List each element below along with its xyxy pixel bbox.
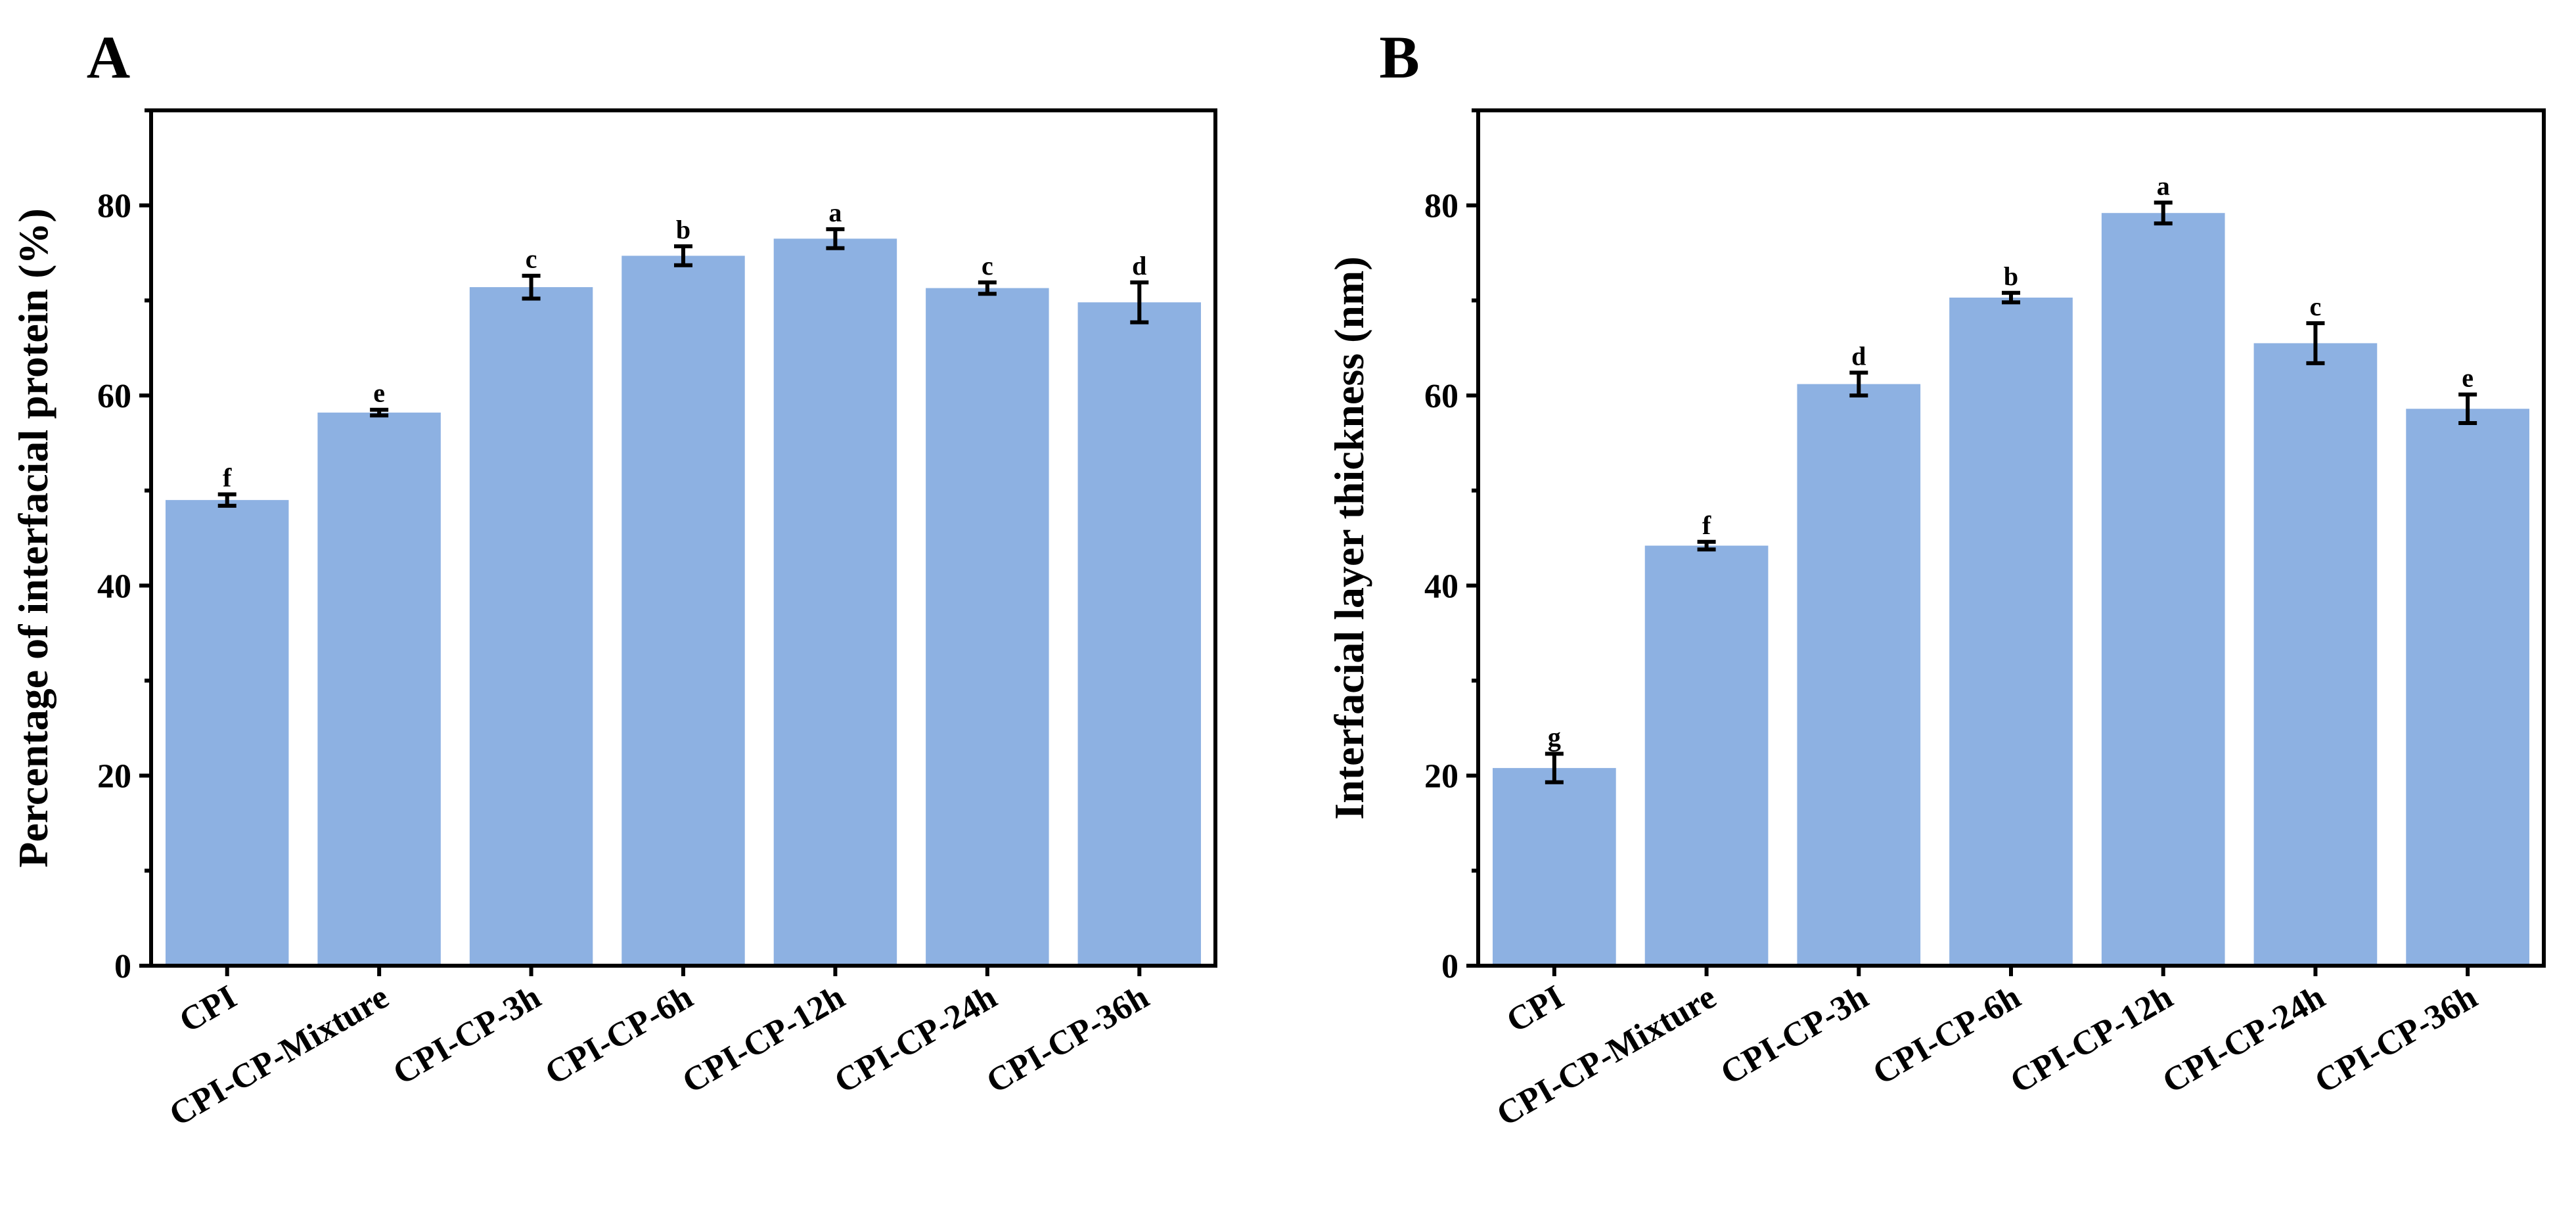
error-bar-b-4 — [2002, 290, 2020, 305]
significance-label-a-4: b — [676, 215, 690, 244]
error-bar-a-3 — [522, 273, 541, 301]
y-axis-title-b: Interfacial layer thickness (nm) — [1326, 256, 1372, 819]
y-tick-label-a: 20 — [97, 758, 131, 796]
y-tick-label-a: 60 — [97, 378, 131, 415]
bar-a-5 — [773, 238, 897, 966]
significance-label-b-1: g — [1548, 722, 1561, 752]
error-bar-b-2 — [1697, 539, 1716, 552]
error-bar-b-3 — [1849, 371, 1868, 397]
bar-a-6 — [926, 288, 1049, 966]
bar-b-5 — [2101, 213, 2225, 966]
bar-a-3 — [469, 287, 593, 966]
bar-a-4 — [621, 256, 745, 966]
significance-label-b-6: c — [2310, 292, 2322, 321]
y-tick-label-a: 80 — [97, 188, 131, 225]
y-tick-label-b: 40 — [1424, 568, 1458, 605]
y-tick-label-b: 0 — [1441, 948, 1458, 985]
y-tick-label-b: 20 — [1424, 758, 1458, 796]
bar-b-6 — [2253, 343, 2378, 966]
significance-label-b-5: a — [2157, 171, 2170, 200]
panel-label-a: A — [87, 24, 130, 91]
error-bar-a-2 — [370, 407, 389, 418]
error-bar-a-6 — [978, 280, 997, 296]
error-bar-b-5 — [2154, 200, 2173, 226]
y-tick-label-a: 40 — [97, 568, 131, 605]
error-bar-a-1 — [217, 492, 237, 508]
significance-label-a-3: c — [526, 244, 537, 274]
panel-label-b: B — [1379, 24, 1419, 91]
error-bar-b-1 — [1545, 752, 1564, 784]
bar-a-1 — [165, 500, 289, 966]
significance-label-a-7: d — [1132, 251, 1146, 281]
y-axis-title-a: Percentage of interfacial protein (%) — [10, 208, 56, 868]
significance-label-b-2: f — [1702, 510, 1711, 540]
error-bar-a-4 — [674, 244, 692, 267]
error-bar-a-7 — [1130, 280, 1149, 325]
bar-a-2 — [317, 413, 441, 966]
significance-label-b-4: b — [2004, 261, 2018, 291]
bar-b-4 — [1949, 297, 2073, 966]
error-bar-a-5 — [826, 227, 845, 250]
significance-label-b-3: d — [1851, 341, 1866, 371]
bar-b-3 — [1797, 384, 1921, 966]
y-tick-label-a: 0 — [114, 948, 131, 985]
bar-b-1 — [1493, 768, 1616, 966]
significance-label-a-5: a — [828, 198, 842, 227]
significance-label-a-1: f — [223, 462, 232, 492]
bar-b-7 — [2406, 409, 2529, 966]
y-tick-label-b: 60 — [1424, 378, 1458, 415]
significance-label-b-7: e — [2462, 363, 2474, 393]
chart-panel-b: Bgfdbace020406080CPICPI-CP-MixtureCPI-CP… — [1326, 24, 2546, 1134]
error-bar-b-7 — [2458, 392, 2477, 425]
significance-label-a-6: c — [982, 251, 993, 281]
bar-b-2 — [1644, 545, 1769, 966]
y-tick-label-b: 80 — [1424, 188, 1458, 225]
significance-label-a-2: e — [373, 378, 385, 408]
bar-a-7 — [1077, 302, 1202, 966]
error-bar-b-6 — [2306, 321, 2325, 365]
